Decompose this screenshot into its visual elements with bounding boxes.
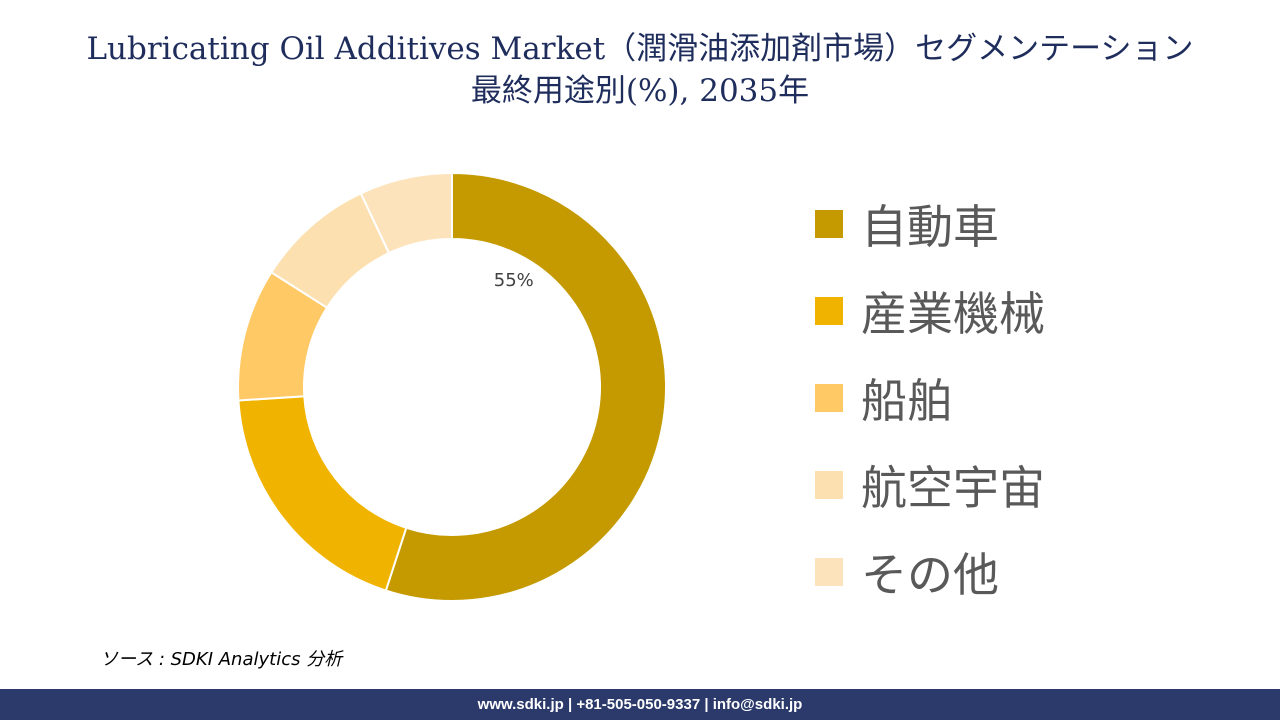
donut-slice-other [359,171,453,255]
legend-swatch [815,557,843,586]
legend-swatch [815,296,843,325]
title-line-1: Lubricating Oil Additives Market（潤滑油添加剤市… [86,31,1194,67]
chart-legend: 自動車産業機械船舶航空宇宙その他 [815,180,1045,615]
legend-swatch [815,470,843,499]
legend-item-other: その他 [815,528,1045,615]
legend-item-aerospace: 航空宇宙 [815,441,1045,528]
donut-slice-industrial-machinery [237,395,408,592]
legend-label: 自動車 [861,199,999,254]
data-label-automotive: 55% [494,270,534,291]
donut-chart: 55% [237,171,667,602]
title-line-2: 最終用途別(%), 2035年 [470,73,810,109]
legend-label: 船舶 [861,373,953,428]
donut-slice-automotive [384,171,667,602]
legend-label: 航空宇宙 [861,460,1045,515]
legend-swatch [815,209,843,238]
legend-label: 産業機械 [861,286,1045,341]
legend-item-industrial-machinery: 産業機械 [815,267,1045,354]
source-note: ソース : SDKI Analytics 分析 [100,649,343,670]
legend-item-automotive: 自動車 [815,180,1045,267]
legend-swatch [815,383,843,412]
legend-label: その他 [861,547,999,602]
legend-item-marine: 船舶 [815,354,1045,441]
contact-footer: www.sdki.jp | +81-505-050-9337 | info@sd… [0,689,1280,720]
chart-title: Lubricating Oil Additives Market（潤滑油添加剤市… [0,28,1280,112]
